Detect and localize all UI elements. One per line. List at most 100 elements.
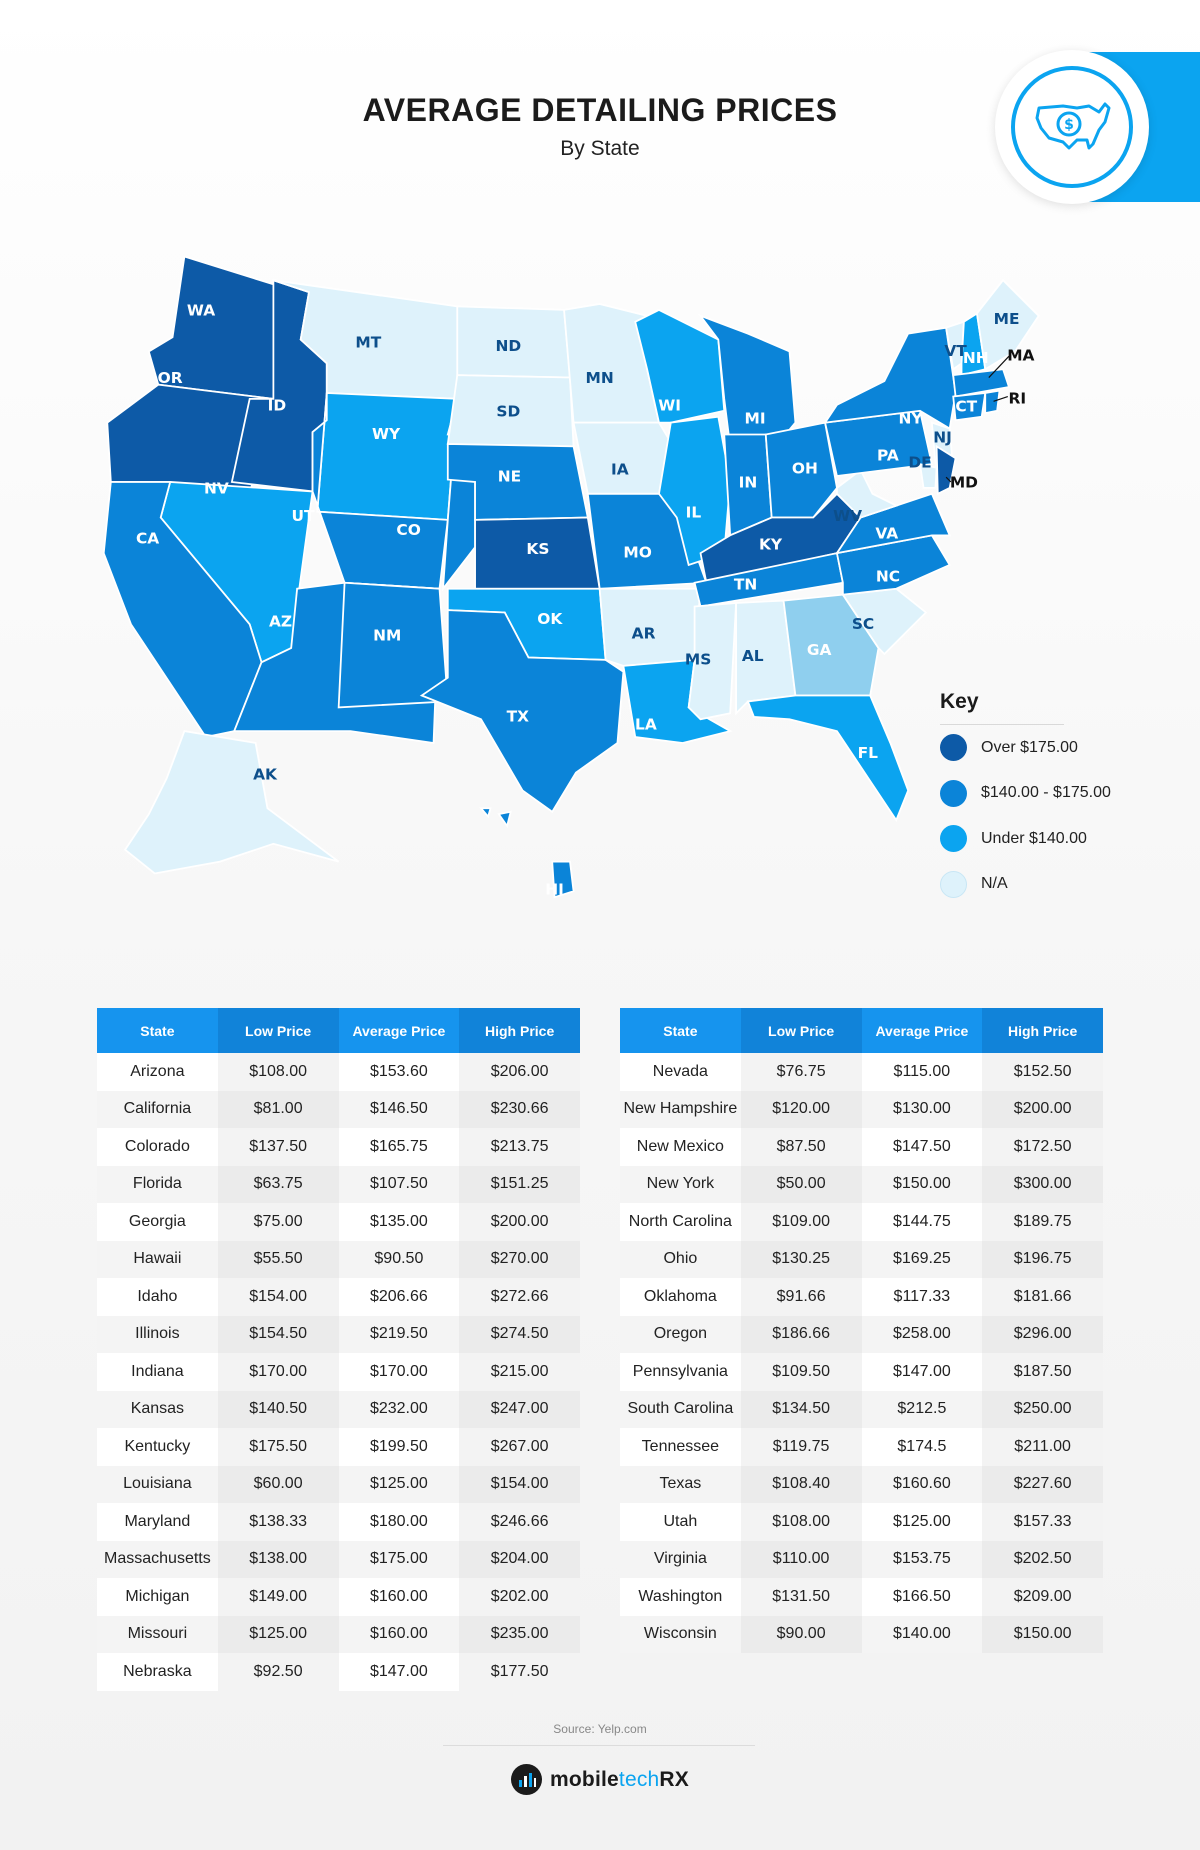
table-row: Hawaii $55.50 $90.50 $270.00 [97, 1240, 580, 1278]
state-ny [823, 326, 957, 430]
leader-line-md [945, 476, 952, 483]
cell-low: $138.00 [217, 1540, 339, 1578]
cell-average: $232.00 [338, 1390, 460, 1428]
state-label-nc: NC [876, 567, 900, 585]
cell-state: California [97, 1090, 218, 1128]
state-label-la: LA [635, 716, 657, 734]
cell-high: $204.00 [459, 1540, 580, 1578]
brand-name-mobile: mobile [550, 1767, 619, 1791]
cell-high: $150.00 [982, 1615, 1103, 1653]
table-row: Illinois $154.50 $219.50 $274.50 [97, 1315, 580, 1353]
cell-average: $169.25 [861, 1240, 983, 1278]
cell-average: $160.00 [338, 1578, 460, 1616]
state-label-nd: ND [495, 337, 521, 355]
cell-low: $149.00 [217, 1578, 339, 1616]
table-row: Louisiana $60.00 $125.00 $154.00 [97, 1465, 580, 1503]
table-row: Georgia $75.00 $135.00 $200.00 [97, 1203, 580, 1241]
table-row: Nevada $76.75 $115.00 $152.50 [620, 1053, 1103, 1091]
key-item-over: Over $175.00 [940, 725, 1120, 771]
col-header-average: Average Price [861, 1008, 983, 1053]
col-header-low: Low Price [217, 1008, 339, 1053]
footer-divider [443, 1745, 755, 1746]
cell-low: $140.50 [217, 1390, 339, 1428]
cell-state: Nevada [620, 1053, 741, 1091]
state-label-hi: HI [545, 881, 564, 899]
table-row: Indiana $170.00 $170.00 $215.00 [97, 1353, 580, 1391]
table-row: Washington $131.50 $166.50 $209.00 [620, 1578, 1103, 1616]
cell-average: $90.50 [338, 1240, 460, 1278]
cell-low: $138.33 [217, 1503, 339, 1541]
cell-state: Maryland [97, 1503, 218, 1541]
state-label-ri: RI [1008, 389, 1026, 407]
state-fl [746, 694, 910, 822]
cell-state: Washington [620, 1578, 741, 1616]
table-row: Wisconsin $90.00 $140.00 $150.00 [620, 1615, 1103, 1653]
cell-average: $130.00 [861, 1090, 983, 1128]
cell-state: Kansas [97, 1390, 218, 1428]
key-label-over: Over $175.00 [981, 738, 1078, 756]
cell-state: Virginia [620, 1540, 741, 1578]
cell-high: $270.00 [459, 1240, 580, 1278]
header: AVERAGE DETAILING PRICES By State [0, 92, 1200, 161]
cell-high: $272.66 [459, 1278, 580, 1316]
state-label-nv: NV [204, 480, 229, 498]
cell-high: $209.00 [982, 1578, 1103, 1616]
brand-name-rx: RX [659, 1767, 689, 1791]
cell-low: $109.00 [740, 1203, 862, 1241]
state-label-tx: TX [507, 707, 530, 725]
cell-low: $81.00 [217, 1090, 339, 1128]
state-label-il: IL [686, 503, 702, 521]
state-label-mo: MO [623, 544, 651, 562]
cell-low: $120.00 [740, 1090, 862, 1128]
cell-average: $219.50 [338, 1315, 460, 1353]
cell-low: $119.75 [740, 1428, 862, 1466]
table-row: Ohio $130.25 $169.25 $196.75 [620, 1240, 1103, 1278]
cell-low: $125.00 [217, 1615, 339, 1653]
cell-average: $125.00 [861, 1503, 983, 1541]
brand-name-tech: tech [618, 1767, 660, 1791]
state-label-ct: CT [955, 398, 977, 416]
cell-state: Michigan [97, 1578, 218, 1616]
cell-high: $300.00 [982, 1165, 1103, 1203]
cell-average: $135.00 [338, 1203, 460, 1241]
cell-high: $187.50 [982, 1353, 1103, 1391]
state-label-wi: WI [658, 397, 681, 415]
cell-average: $180.00 [338, 1503, 460, 1541]
state-label-ms: MS [685, 650, 711, 668]
state-label-md: MD [950, 474, 978, 492]
state-label-al: AL [742, 647, 764, 665]
cell-low: $170.00 [217, 1353, 339, 1391]
cell-state: Arizona [97, 1053, 218, 1091]
cell-high: $177.50 [459, 1653, 580, 1691]
state-label-de: DE [908, 453, 931, 471]
cell-state: Colorado [97, 1128, 218, 1166]
cell-low: $108.40 [740, 1465, 862, 1503]
state-label-ks: KS [526, 540, 549, 558]
state-label-mi: MI [745, 410, 766, 428]
price-table-right: State Low Price Average Price High Price… [620, 1008, 1103, 1653]
state-ga [782, 593, 880, 697]
cell-state: New Mexico [620, 1128, 741, 1166]
cell-average: $160.60 [861, 1465, 983, 1503]
cell-average: $147.00 [861, 1353, 983, 1391]
table-header-row: State Low Price Average Price High Price [97, 1008, 580, 1053]
state-label-az: AZ [269, 612, 292, 630]
state-label-wa: WA [187, 302, 215, 320]
state-label-nh: NH [963, 349, 989, 367]
leader-line-ri [993, 395, 1008, 402]
cell-low: $90.00 [740, 1615, 862, 1653]
table-row: Kansas $140.50 $232.00 $247.00 [97, 1390, 580, 1428]
state-label-va: VA [875, 525, 898, 543]
cell-low: $60.00 [217, 1465, 339, 1503]
col-header-high: High Price [459, 1008, 580, 1053]
table-row: Pennsylvania $109.50 $147.00 $187.50 [620, 1353, 1103, 1391]
key-swatch-over [940, 734, 967, 762]
table-row: Virginia $110.00 $153.75 $202.50 [620, 1540, 1103, 1578]
cell-high: $247.00 [459, 1390, 580, 1428]
state-label-sc: SC [852, 615, 874, 633]
cell-high: $274.50 [459, 1315, 580, 1353]
cell-state: Tennessee [620, 1428, 741, 1466]
cell-low: $131.50 [740, 1578, 862, 1616]
brand-name: mobiletechRX [550, 1768, 689, 1792]
cell-state: Ohio [620, 1240, 741, 1278]
